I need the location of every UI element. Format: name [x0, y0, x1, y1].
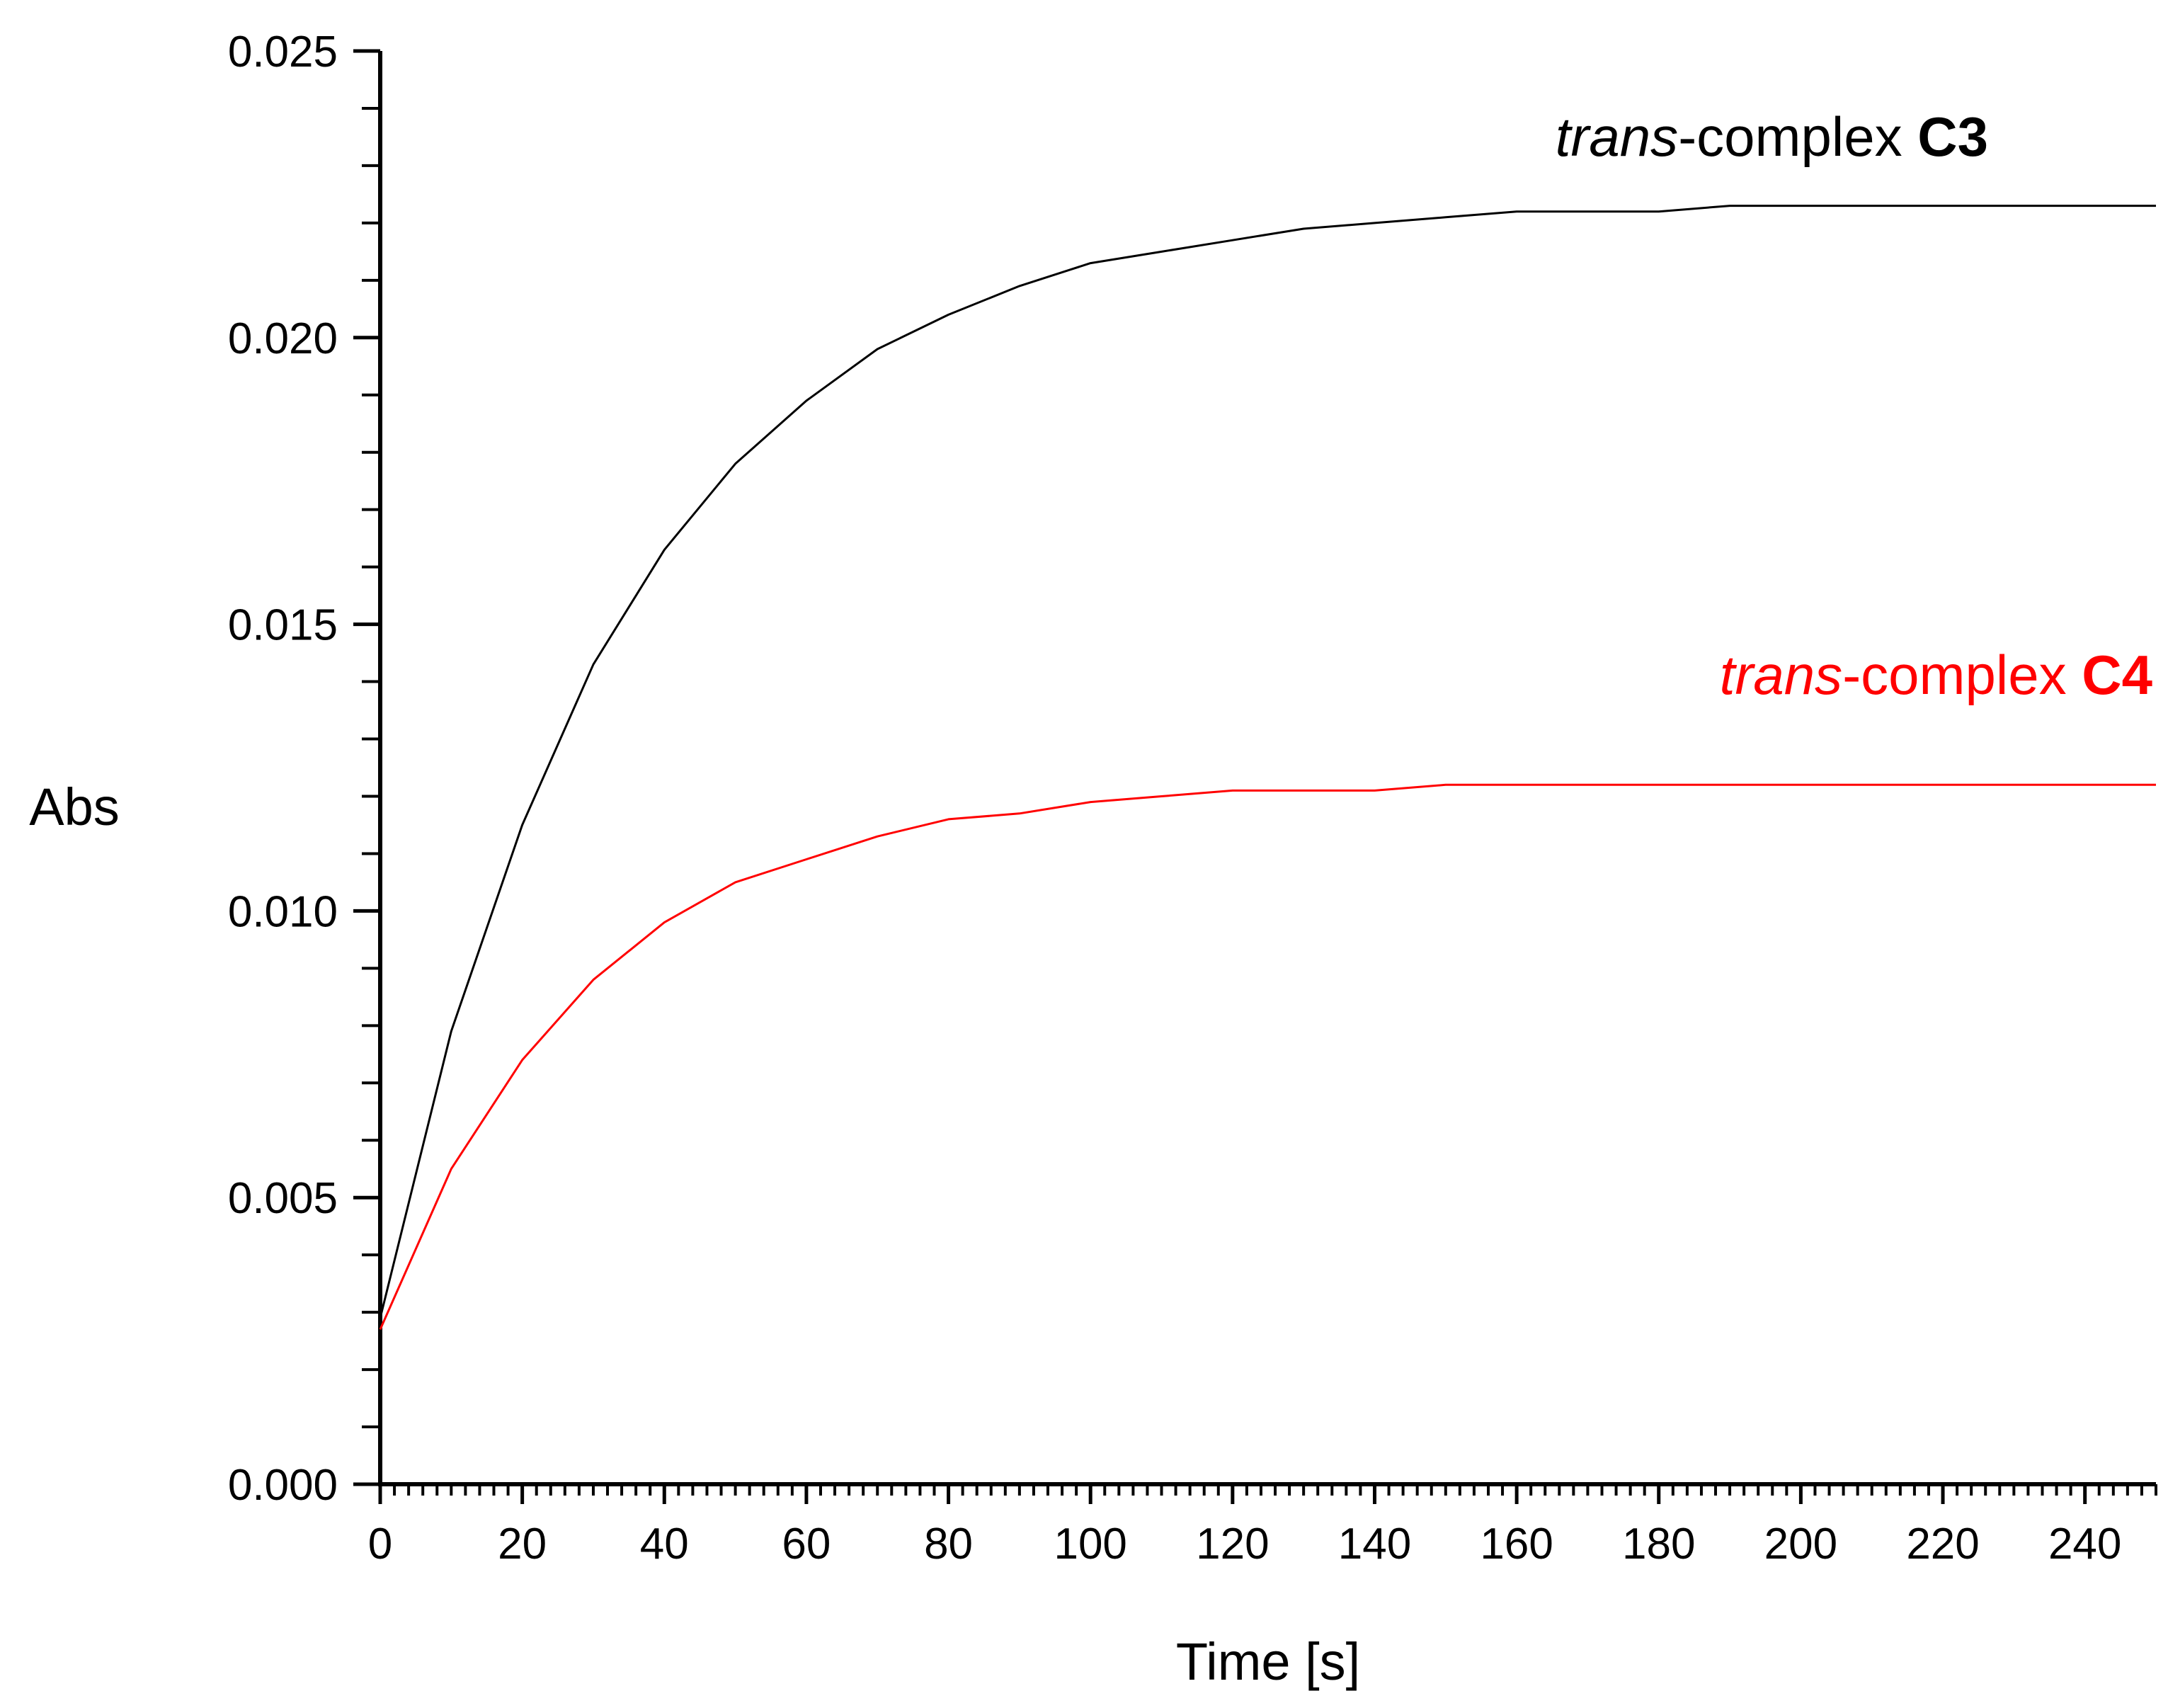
- series-label-c3-bold: C3: [1917, 106, 1988, 168]
- y-tick-label: 0.025: [228, 28, 338, 76]
- y-tick-label: 0.005: [228, 1174, 338, 1223]
- x-tick-label: 40: [640, 1520, 689, 1568]
- y-tick-label: 0.000: [228, 1461, 338, 1510]
- y-tick-label: 0.020: [228, 314, 338, 363]
- x-tick-label: 180: [1622, 1520, 1695, 1568]
- x-tick-label: 0: [368, 1520, 392, 1568]
- x-tick-label: 240: [2048, 1520, 2121, 1568]
- series-label-c4-italic: trans: [1720, 644, 1842, 706]
- y-tick-label: 0.015: [228, 601, 338, 650]
- x-tick-label: 140: [1338, 1520, 1411, 1568]
- x-axis-title: Time [s]: [1176, 1632, 1360, 1691]
- series-line-c4: [379, 783, 2156, 1331]
- series-label-c4: trans-complex C4: [1720, 644, 2152, 706]
- series-label-c3: trans-complex C3: [1556, 106, 1988, 168]
- x-tick-label: 100: [1054, 1520, 1126, 1568]
- x-tick-label: 200: [1764, 1520, 1837, 1568]
- y-axis-title: Abs: [29, 778, 120, 836]
- series-label-c4-bold: C4: [2082, 644, 2152, 706]
- x-tick-label: 220: [1906, 1520, 1979, 1568]
- series-layer: [379, 205, 2156, 1331]
- x-tick-label: 160: [1480, 1520, 1553, 1568]
- series-label-c3-italic: trans: [1556, 106, 1678, 168]
- y-ticks: 0.000 0.005 0.010 0.015 0.020 0.025: [228, 28, 380, 1510]
- x-tick-label: 60: [782, 1520, 831, 1568]
- x-tick-label: 120: [1196, 1520, 1269, 1568]
- axes: [378, 51, 2156, 1486]
- x-tick-label: 20: [498, 1520, 547, 1568]
- x-ticks: 0 20 40 60 80 100 120 140 160 180 200 220 240: [368, 1484, 2157, 1568]
- y-tick-label: 0.010: [228, 887, 338, 936]
- series-label-c3-text: -complex: [1678, 106, 1917, 168]
- series-line-c3: [379, 205, 2156, 1319]
- series-label-c4-text: -complex: [1842, 644, 2082, 706]
- x-tick-label: 80: [924, 1520, 973, 1568]
